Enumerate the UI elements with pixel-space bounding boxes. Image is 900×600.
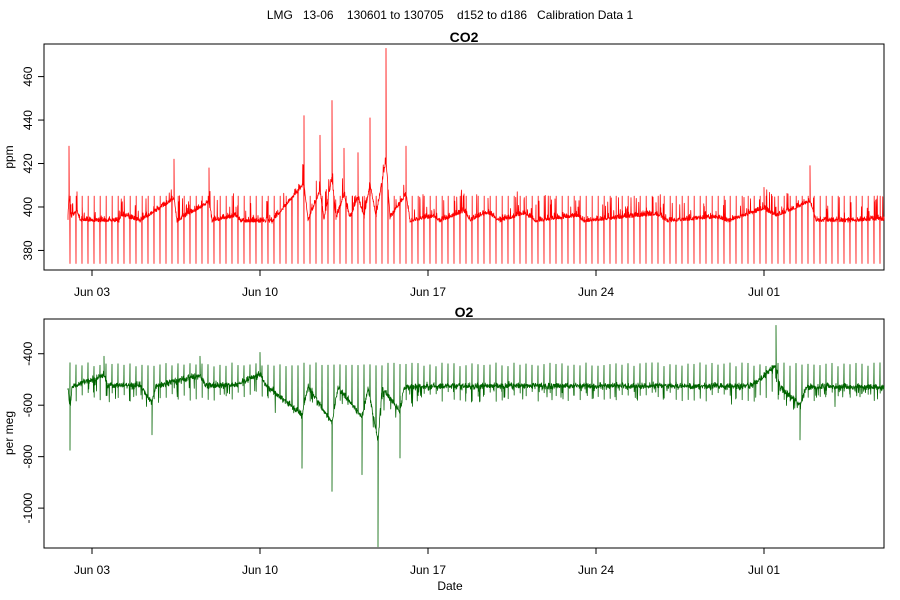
co2-x-tick-label: Jun 17: [410, 285, 446, 299]
co2-y-axis: 380 400 420 440 460: [21, 66, 45, 260]
co2-y-axis-label: ppm: [2, 145, 16, 168]
co2-y-tick-label: 460: [21, 66, 35, 86]
o2-y-tick-label: -400: [21, 341, 35, 365]
o2-x-tick-label: Jun 03: [74, 563, 110, 577]
o2-x-axis-label: Date: [437, 579, 463, 593]
co2-y-tick-label: 400: [21, 197, 35, 217]
co2-x-tick-label: Jun 24: [578, 285, 614, 299]
o2-series-line: [67, 325, 885, 548]
co2-x-axis: Jun 03 Jun 10 Jun 17 Jun 24 Jul 01: [74, 269, 780, 299]
o2-y-axis: -1000 -800 -600 -400: [21, 341, 45, 523]
o2-x-tick-label: Jun 10: [242, 563, 278, 577]
o2-panel-title: O2: [455, 304, 474, 320]
co2-x-tick-label: Jun 03: [74, 285, 110, 299]
co2-x-tick-label: Jun 10: [242, 285, 278, 299]
co2-y-tick-label: 440: [21, 110, 35, 130]
co2-panel-title: CO2: [450, 29, 479, 45]
co2-x-tick-label: Jul 01: [748, 285, 780, 299]
figure-title: LMG 13-06 130601 to 130705 d152 to d186 …: [267, 8, 634, 22]
o2-y-tick-label: -800: [21, 444, 35, 468]
co2-series: [67, 47, 885, 264]
o2-y-tick-label: -1000: [21, 492, 35, 523]
co2-plot-frame: [43, 43, 885, 271]
o2-x-tick-label: Jul 01: [748, 563, 780, 577]
co2-y-tick-label: 420: [21, 153, 35, 173]
co2-y-tick-label: 380: [21, 240, 35, 260]
o2-y-axis-label: per meg: [2, 411, 16, 455]
co2-series-line: [67, 47, 885, 264]
o2-series: [67, 325, 885, 548]
o2-panel: O2 per meg Date -1000 -800 -600 -400 Jun 03…: [2, 304, 885, 593]
o2-plot-frame: [43, 318, 885, 549]
o2-x-tick-label: Jun 24: [578, 563, 614, 577]
o2-y-tick-label: -600: [21, 393, 35, 417]
o2-x-tick-label: Jun 17: [410, 563, 446, 577]
o2-x-axis: Jun 03 Jun 10 Jun 17 Jun 24 Jul 01: [74, 547, 780, 577]
